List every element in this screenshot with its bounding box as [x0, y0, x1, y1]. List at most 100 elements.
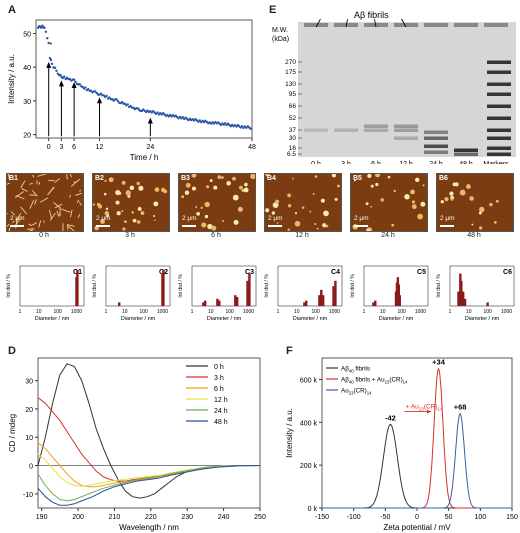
- afm-image: B5 2 μm: [350, 173, 428, 232]
- hist-bar: [76, 270, 79, 306]
- axes-frame: [37, 357, 261, 509]
- gel-mw-label-1: M.W.: [272, 27, 288, 34]
- mw-marker-label: 16: [289, 145, 297, 152]
- x-tick-label: 100: [474, 514, 486, 521]
- x-tick-label: 200: [72, 514, 84, 521]
- afm-scale-bar: [10, 225, 24, 227]
- sample-band: [334, 128, 358, 132]
- data-point: [44, 30, 48, 33]
- hist-bar: [216, 298, 219, 306]
- x-tick-label: 1: [19, 309, 22, 315]
- mw-marker-label: 130: [285, 81, 296, 88]
- y-tick-label: 20: [23, 133, 31, 140]
- legend-label: Aβ40 fibrils + Au23(CR)14: [341, 377, 408, 385]
- hist-bar: [318, 295, 321, 306]
- aggregate: [154, 187, 160, 192]
- lane-label: 3 h: [341, 161, 351, 164]
- hist-bar: [486, 302, 489, 306]
- aggregate: [391, 223, 395, 227]
- y-tick-label: 10: [25, 435, 33, 442]
- y-axis-label: Int dist / %: [6, 274, 12, 298]
- hist-bar: [218, 300, 221, 306]
- x-axis-label: Diameter / nm: [293, 316, 328, 322]
- peak-label: +68: [454, 403, 467, 412]
- peak-label: +34: [432, 358, 446, 367]
- aggregate: [287, 204, 292, 208]
- y-tick-label: 20: [25, 407, 33, 414]
- fibril: [34, 199, 37, 205]
- data-point: [87, 87, 90, 91]
- x-axis-label: Diameter / nm: [35, 316, 70, 322]
- y-axis-label: CD / mdeg: [8, 414, 17, 452]
- aggregate: [243, 187, 249, 193]
- aggregate: [478, 211, 482, 215]
- panel-label: C5: [417, 269, 426, 276]
- fibril: [14, 191, 24, 198]
- afm-background: [437, 174, 513, 231]
- series-line: [322, 423, 512, 509]
- fibril: [32, 174, 35, 178]
- aggregate: [334, 197, 338, 201]
- aggregate: [294, 220, 301, 227]
- afm-image: B1 2 μm: [6, 173, 84, 232]
- x-tick-label: 10: [294, 309, 300, 315]
- x-tick-label: 10: [36, 309, 42, 315]
- hist-bar: [203, 300, 207, 306]
- x-tick-label: 1000: [243, 309, 254, 315]
- aggregate: [121, 210, 124, 213]
- aggregate: [207, 223, 213, 230]
- aggregate: [131, 211, 134, 214]
- gel-mw-label-2: (kDa): [272, 36, 289, 43]
- data-point: [102, 94, 105, 97]
- legend-label: Aβ40 fibrils: [341, 366, 370, 374]
- aggregate: [125, 190, 131, 196]
- x-tick-label: 50: [445, 514, 453, 521]
- x-tick-label: 1: [449, 309, 452, 315]
- y-tick-label: 400 k: [300, 420, 318, 427]
- fibril: [56, 210, 60, 217]
- afm-scale-label: 2 μm: [440, 215, 455, 222]
- data-point: [105, 94, 108, 98]
- panel-label-e: E: [269, 4, 277, 16]
- fibril: [29, 229, 34, 231]
- aggregate: [422, 184, 425, 187]
- aggregate: [404, 194, 410, 200]
- aggregate: [309, 210, 312, 213]
- x-tick-label: -50: [380, 514, 390, 521]
- fibril: [10, 211, 16, 216]
- afm-scale-bar: [440, 225, 454, 227]
- hist-bar: [235, 297, 239, 306]
- gel-well: [484, 23, 508, 27]
- hist-bar: [234, 295, 237, 306]
- afm-image: B3 2 μm: [178, 173, 256, 232]
- data-point: [74, 80, 77, 84]
- y-axis-label: Int dist / %: [92, 274, 98, 298]
- afm-scale-bar: [354, 225, 368, 227]
- x-axis-label: Diameter / nm: [207, 316, 242, 322]
- aggregate: [115, 190, 121, 196]
- fibril: [7, 182, 10, 185]
- aggregate: [136, 220, 141, 224]
- peak-label: -42: [385, 413, 396, 422]
- lane-label: 24 h: [429, 161, 443, 164]
- data-point: [181, 115, 185, 119]
- afm-panel-label: B5: [353, 175, 362, 182]
- aggregate: [301, 206, 305, 209]
- y-tick-label: 30: [25, 379, 33, 386]
- axes-frame: [191, 265, 257, 307]
- arrow-head: [46, 61, 52, 68]
- aggregate: [375, 174, 381, 178]
- x-axis-label: Diameter / nm: [465, 316, 500, 322]
- data-point: [249, 127, 252, 130]
- x-tick-label: 240: [218, 514, 230, 521]
- afm-scale-label: 2 μm: [10, 215, 25, 222]
- y-tick-label: 600 k: [300, 377, 318, 384]
- aggregate: [495, 199, 499, 203]
- series-line: [37, 465, 261, 506]
- hist-bar: [202, 302, 205, 306]
- marker-band: [487, 60, 511, 64]
- aggregate: [320, 198, 325, 203]
- axes-frame: [105, 265, 171, 307]
